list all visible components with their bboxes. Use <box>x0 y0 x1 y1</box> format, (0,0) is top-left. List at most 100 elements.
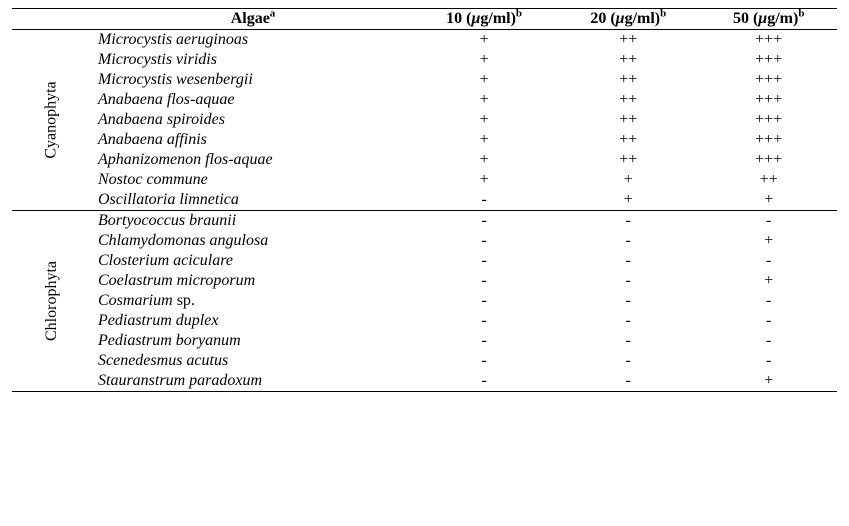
value-cell: + <box>412 130 556 150</box>
algae-table: Algaea 10 (μg/ml)b 20 (μg/ml)b 50 (μg/m)… <box>12 8 837 392</box>
value-cell: +++ <box>700 50 837 70</box>
algae-name: Pediastrum duplex <box>92 311 412 331</box>
header-col-10: 10 (μg/ml)b <box>412 9 556 30</box>
table-row: Anabaena affinis++++++ <box>12 130 837 150</box>
table-row: Microcystis wesenbergii++++++ <box>12 70 837 90</box>
algae-name: Nostoc commune <box>92 170 412 190</box>
value-cell: - <box>412 271 556 291</box>
value-cell: +++ <box>700 150 837 170</box>
table-row: Anabaena flos-aquae++++++ <box>12 90 837 110</box>
value-cell: +++ <box>700 90 837 110</box>
table-row: ChlorophytaBortyococcus braunii--- <box>12 211 837 232</box>
value-cell: - <box>556 231 700 251</box>
value-cell: + <box>412 90 556 110</box>
header-col-20: 20 (μg/ml)b <box>556 9 700 30</box>
value-cell: - <box>556 331 700 351</box>
algae-name: Microcystis aeruginoas <box>92 30 412 51</box>
algae-name: Anabaena flos-aquae <box>92 90 412 110</box>
value-cell: - <box>556 371 700 392</box>
table-row: CyanophytaMicrocystis aeruginoas++++++ <box>12 30 837 51</box>
value-cell: - <box>412 231 556 251</box>
value-cell: + <box>412 110 556 130</box>
value-cell: ++ <box>556 50 700 70</box>
algae-name: Bortyococcus braunii <box>92 211 412 232</box>
algae-name: Anabaena spiroides <box>92 110 412 130</box>
value-cell: +++ <box>700 130 837 150</box>
algae-name: Chlamydomonas angulosa <box>92 231 412 251</box>
table-row: Stauranstrum paradoxum--+ <box>12 371 837 392</box>
group-label: Chlorophyta <box>43 261 61 341</box>
value-cell: ++ <box>556 70 700 90</box>
group-label-cell: Cyanophyta <box>12 30 92 211</box>
value-cell: ++ <box>556 90 700 110</box>
algae-name: Pediastrum boryanum <box>92 331 412 351</box>
value-cell: + <box>556 190 700 211</box>
value-cell: ++ <box>556 30 700 51</box>
algae-name: Stauranstrum paradoxum <box>92 371 412 392</box>
value-cell: - <box>556 291 700 311</box>
value-cell: - <box>412 351 556 371</box>
header-algae-sup: a <box>270 8 276 20</box>
group-label: Cyanophyta <box>43 81 61 158</box>
value-cell: - <box>412 251 556 271</box>
value-cell: - <box>412 371 556 392</box>
value-cell: + <box>700 190 837 211</box>
header-algae-label: Algae <box>231 10 270 27</box>
value-cell: +++ <box>700 30 837 51</box>
group-label-cell: Chlorophyta <box>12 211 92 392</box>
algae-name: Aphanizomenon flos-aquae <box>92 150 412 170</box>
value-cell: + <box>412 50 556 70</box>
algae-name: Microcystis wesenbergii <box>92 70 412 90</box>
table-row: Cosmarium sp.--- <box>12 291 837 311</box>
header-group-spacer <box>12 9 92 30</box>
algae-name: Oscillatoria limnetica <box>92 190 412 211</box>
value-cell: - <box>556 271 700 291</box>
header-algae: Algaea <box>92 9 412 30</box>
value-cell: - <box>412 311 556 331</box>
algae-name: Anabaena affinis <box>92 130 412 150</box>
value-cell: - <box>556 311 700 331</box>
table-row: Scenedesmus acutus--- <box>12 351 837 371</box>
value-cell: - <box>556 211 700 232</box>
table-row: Oscillatoria limnetica-++ <box>12 190 837 211</box>
algae-name: Cosmarium sp. <box>92 291 412 311</box>
value-cell: + <box>412 150 556 170</box>
value-cell: - <box>412 291 556 311</box>
value-cell: +++ <box>700 110 837 130</box>
value-cell: - <box>412 211 556 232</box>
table-row: Pediastrum duplex--- <box>12 311 837 331</box>
value-cell: - <box>700 351 837 371</box>
value-cell: - <box>412 190 556 211</box>
value-cell: ++ <box>556 110 700 130</box>
table-row: Pediastrum boryanum--- <box>12 331 837 351</box>
algae-name: Closterium aciculare <box>92 251 412 271</box>
value-cell: + <box>412 70 556 90</box>
value-cell: + <box>412 30 556 51</box>
value-cell: - <box>700 211 837 232</box>
table-row: Chlamydomonas angulosa--+ <box>12 231 837 251</box>
value-cell: + <box>700 271 837 291</box>
algae-name: Microcystis viridis <box>92 50 412 70</box>
value-cell: +++ <box>700 70 837 90</box>
header-col-50: 50 (μg/m)b <box>700 9 837 30</box>
table-row: Nostoc commune++++ <box>12 170 837 190</box>
table-row: Microcystis viridis++++++ <box>12 50 837 70</box>
value-cell: ++ <box>700 170 837 190</box>
table-row: Anabaena spiroides++++++ <box>12 110 837 130</box>
table-row: Aphanizomenon flos-aquae++++++ <box>12 150 837 170</box>
value-cell: - <box>556 251 700 271</box>
table-row: Closterium aciculare--- <box>12 251 837 271</box>
value-cell: - <box>700 291 837 311</box>
table-row: Coelastrum microporum--+ <box>12 271 837 291</box>
value-cell: - <box>700 331 837 351</box>
value-cell: + <box>556 170 700 190</box>
value-cell: + <box>700 371 837 392</box>
value-cell: - <box>556 351 700 371</box>
value-cell: ++ <box>556 150 700 170</box>
value-cell: + <box>412 170 556 190</box>
value-cell: - <box>700 251 837 271</box>
value-cell: + <box>700 231 837 251</box>
algae-name: Scenedesmus acutus <box>92 351 412 371</box>
value-cell: - <box>700 311 837 331</box>
value-cell: - <box>412 331 556 351</box>
